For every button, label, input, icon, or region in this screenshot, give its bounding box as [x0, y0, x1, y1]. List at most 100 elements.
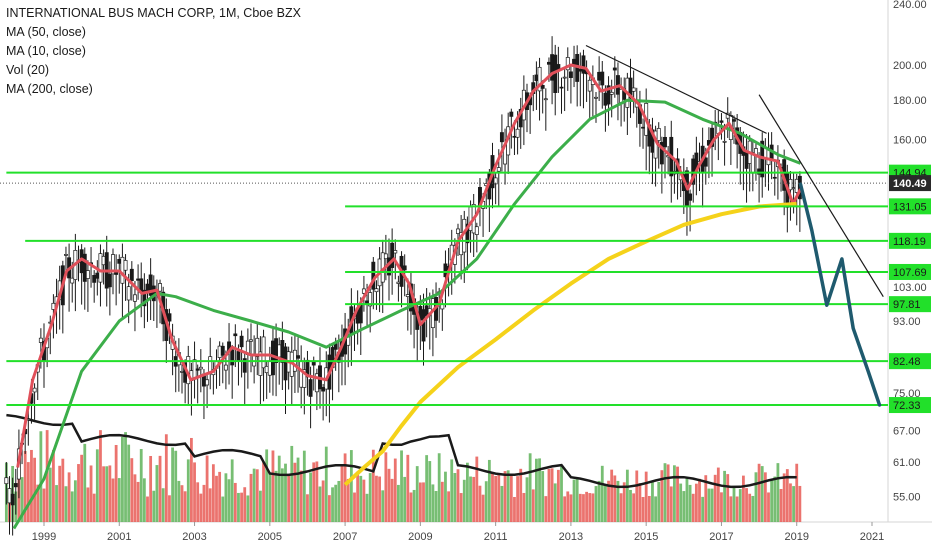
volume-bar [547, 468, 551, 522]
volume-bar [688, 484, 692, 522]
volume-bar [331, 487, 334, 522]
candle-body [98, 253, 103, 283]
volume-bar [789, 483, 792, 522]
volume-bar [205, 455, 209, 522]
volume-bar [453, 473, 457, 522]
volume-bar [211, 464, 215, 522]
volume-bar [610, 469, 614, 522]
volume-bar [742, 475, 745, 522]
volume-bar [607, 480, 610, 522]
projection-line [798, 182, 882, 407]
volume-bar [390, 478, 394, 522]
x-tick-label: 2019 [784, 531, 808, 543]
candle-body [440, 304, 445, 310]
candle-body [537, 66, 542, 92]
volume-bar [792, 486, 795, 522]
volume-bar [745, 488, 748, 522]
candle-body [283, 346, 288, 381]
volume-bar [572, 479, 576, 522]
volume-bar [516, 476, 519, 522]
volume-bar [296, 457, 300, 522]
volume-bar [720, 492, 723, 522]
ma-line-0 [12, 98, 802, 530]
candle-body [107, 273, 112, 288]
candle-body [249, 339, 253, 342]
y-tick-label: 67.00 [893, 426, 921, 438]
candle-body [264, 366, 269, 374]
legend-item-ma200: MA (200, close) [6, 82, 93, 96]
volume-bar [616, 480, 620, 522]
candle-body [390, 242, 395, 268]
volume-bar [732, 486, 736, 522]
candle-body [474, 226, 479, 235]
volume-bar [444, 471, 447, 522]
volume-bar [290, 445, 294, 522]
candle-body [101, 255, 106, 266]
candle-body [402, 265, 407, 271]
trendline [585, 44, 767, 134]
volume-bar [249, 473, 253, 522]
volume-bar [265, 449, 269, 522]
candle-body [405, 294, 410, 298]
volume-bar [779, 488, 783, 522]
volume-bar [324, 446, 328, 522]
volume-bar [83, 443, 87, 522]
volume-bar [406, 454, 410, 522]
candle-body [719, 120, 724, 123]
volume-bar [666, 464, 670, 522]
volume-bar [20, 477, 24, 522]
x-tick-label: 2011 [484, 531, 508, 543]
volume-bar [193, 462, 196, 522]
volume-bar [26, 462, 30, 522]
volume-bar [415, 466, 419, 522]
y-tick-label: 103.00 [893, 282, 927, 294]
volume-bar [629, 489, 632, 522]
volume-bar [52, 449, 55, 522]
candle-body [609, 91, 614, 95]
volume-bar [491, 472, 494, 522]
candle-body [302, 369, 307, 388]
volume-bar [302, 450, 306, 522]
candle-body [663, 136, 667, 148]
volume-bar [538, 458, 541, 522]
candle-body [656, 128, 661, 141]
candle-body [167, 313, 172, 322]
volume-bar [174, 450, 178, 522]
candle-body [208, 356, 213, 373]
volume-bar [353, 492, 356, 522]
volume-bar [519, 468, 523, 522]
volume-bar [594, 486, 598, 522]
volume-bar [669, 486, 673, 522]
volume-bar [710, 488, 714, 522]
volume-bar [215, 475, 218, 522]
x-tick-label: 2013 [559, 531, 583, 543]
candle-body [38, 337, 43, 343]
volume-bar [277, 455, 281, 522]
volume-bar [560, 465, 563, 522]
volume-bar [472, 476, 476, 522]
volume-bar [271, 450, 275, 522]
volume-bar [287, 473, 291, 522]
candle-body [703, 157, 708, 167]
volume-bar [340, 465, 344, 522]
candle-body [233, 333, 238, 337]
candle-body [772, 176, 777, 179]
volume-bar [99, 430, 102, 522]
candle-body [308, 379, 313, 397]
volume-bar [240, 492, 243, 522]
volume-bar [478, 485, 482, 522]
volume-bar [95, 449, 99, 522]
volume-bar [77, 464, 80, 522]
candle-body [255, 337, 260, 358]
level-label: 118.19 [893, 236, 926, 248]
candle-body [7, 488, 12, 504]
volume-bar [152, 490, 156, 522]
volume-bar [246, 495, 250, 522]
candle-body [744, 151, 749, 169]
volume-bar [268, 472, 272, 522]
volume-bar [497, 475, 501, 522]
level-label-bg [889, 397, 931, 414]
volume-bar [487, 459, 491, 522]
volume-bar [425, 455, 429, 522]
candle-body [641, 126, 645, 129]
